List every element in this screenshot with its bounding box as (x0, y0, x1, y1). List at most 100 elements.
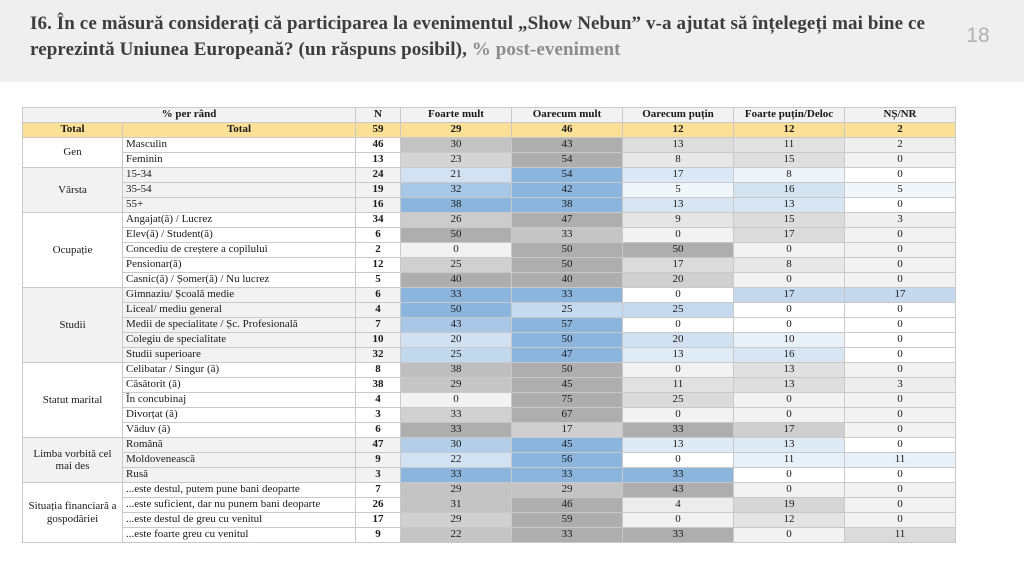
value-cell: 13 (733, 362, 845, 378)
value-cell: 0 (844, 167, 956, 183)
n-cell: 6 (355, 227, 401, 243)
value-cell: 0 (844, 407, 956, 423)
value-cell: 8 (733, 257, 845, 273)
value-cell: 16 (733, 182, 845, 198)
n-cell: 5 (355, 272, 401, 288)
table-row: Vârsta 15-34 24 21 54 17 8 0 (22, 167, 956, 213)
value-cell: 45 (511, 377, 623, 393)
total-n-cell: 59 (355, 122, 401, 138)
col-header-oarecum-putin: Oarecum puțin (622, 107, 734, 123)
total-value-cell: 2 (844, 122, 956, 138)
row-label-cell: Gimnaziu/ Școală medie (122, 287, 356, 303)
value-cell: 46 (511, 497, 623, 513)
value-cell: 0 (844, 512, 956, 528)
table-row: Moldovenească 9 22 56 0 11 11 (23, 452, 956, 468)
value-cell: 0 (622, 512, 734, 528)
value-cell: 33 (622, 422, 734, 438)
table-row: Liceal/ mediu general 4 50 25 25 0 0 (23, 302, 956, 318)
value-cell: 30 (400, 437, 512, 453)
n-cell: 34 (355, 212, 401, 228)
table-row: Studii superioare 32 25 47 13 16 0 (23, 347, 956, 363)
value-cell: 17 (733, 287, 845, 303)
value-cell: 25 (511, 302, 623, 318)
value-cell: 5 (844, 182, 956, 198)
col-header-foarte-mult: Foarte mult (400, 107, 512, 123)
col-header-ns-nr: NȘ/NR (844, 107, 956, 123)
value-cell: 50 (622, 242, 734, 258)
value-cell: 0 (844, 437, 956, 453)
value-cell: 0 (733, 527, 845, 543)
value-cell: 15 (733, 212, 845, 228)
row-label-cell: Feminin (122, 152, 356, 168)
value-cell: 26 (400, 212, 512, 228)
value-cell: 33 (511, 287, 623, 303)
value-cell: 20 (622, 332, 734, 348)
value-cell: 0 (844, 422, 956, 438)
value-cell: 17 (511, 422, 623, 438)
table-row: Statut marital Celibatar / Singur (ă) 8 38 5… (22, 362, 956, 438)
value-cell: 3 (844, 212, 956, 228)
row-label-cell: Pensionar(ă) (122, 257, 356, 273)
table-row: Văduv (ă) 6 33 17 33 17 0 (23, 422, 956, 438)
value-cell: 22 (400, 527, 512, 543)
n-cell: 24 (355, 167, 401, 183)
value-cell: 16 (733, 347, 845, 363)
value-cell: 0 (622, 362, 734, 378)
value-cell: 5 (622, 182, 734, 198)
value-cell: 25 (400, 347, 512, 363)
value-cell: 0 (844, 362, 956, 378)
value-cell: 10 (733, 332, 845, 348)
row-label-cell: Angajat(ă) / Lucrez (122, 212, 356, 228)
value-cell: 0 (733, 467, 845, 483)
table-row: Gen Masculin 46 30 43 13 11 2 (22, 137, 956, 168)
row-label-cell: Medii de specialitate / Șc. Profesională (122, 317, 356, 333)
value-cell: 0 (733, 272, 845, 288)
total-value-cell: 12 (733, 122, 845, 138)
value-cell: 0 (844, 392, 956, 408)
value-cell: 17 (733, 422, 845, 438)
value-cell: 38 (511, 197, 623, 213)
value-cell: 57 (511, 317, 623, 333)
n-cell: 32 (355, 347, 401, 363)
value-cell: 50 (400, 227, 512, 243)
value-cell: 75 (511, 392, 623, 408)
value-cell: 33 (622, 527, 734, 543)
value-cell: 13 (733, 437, 845, 453)
n-cell: 9 (355, 527, 401, 543)
row-label-cell: Concediu de creștere a copilului (122, 242, 356, 258)
value-cell: 13 (733, 197, 845, 213)
value-cell: 29 (511, 482, 623, 498)
value-cell: 0 (844, 467, 956, 483)
value-cell: 30 (400, 137, 512, 153)
value-cell: 50 (511, 257, 623, 273)
value-cell: 0 (844, 347, 956, 363)
row-label-cell: 35-54 (122, 182, 356, 198)
table-row: Ocupație Angajat(ă) / Lucrez 34 26 47 9 15 3 (22, 212, 956, 288)
value-cell: 29 (400, 482, 512, 498)
value-cell: 0 (400, 392, 512, 408)
value-cell: 29 (400, 377, 512, 393)
table-header-row: % per rând N Foarte mult Oarecum mult Oa… (22, 107, 956, 123)
value-cell: 33 (400, 422, 512, 438)
value-cell: 0 (733, 317, 845, 333)
value-cell: 2 (844, 137, 956, 153)
col-header-n: N (355, 107, 401, 123)
n-cell: 4 (355, 302, 401, 318)
row-label-cell: ...este destul de greu cu venitul (122, 512, 356, 528)
value-cell: 45 (511, 437, 623, 453)
value-cell: 0 (844, 242, 956, 258)
value-cell: 0 (844, 152, 956, 168)
value-cell: 15 (733, 152, 845, 168)
total-row: Total Total 59 29 46 12 12 2 (22, 122, 956, 138)
value-cell: 0 (622, 317, 734, 333)
value-cell: 0 (844, 332, 956, 348)
slide-title: I6. În ce măsură considerați că particip… (30, 11, 935, 63)
value-cell: 47 (511, 347, 623, 363)
n-cell: 17 (355, 512, 401, 528)
row-label-cell: ...este foarte greu cu venitul (122, 527, 356, 543)
table-row: Limba vorbită cel mai des Română 47 30 45 13 1… (22, 437, 956, 483)
value-cell: 11 (844, 452, 956, 468)
row-label-cell: ...este destul, putem pune bani deoparte (122, 482, 356, 498)
value-cell: 0 (844, 317, 956, 333)
value-cell: 33 (511, 527, 623, 543)
